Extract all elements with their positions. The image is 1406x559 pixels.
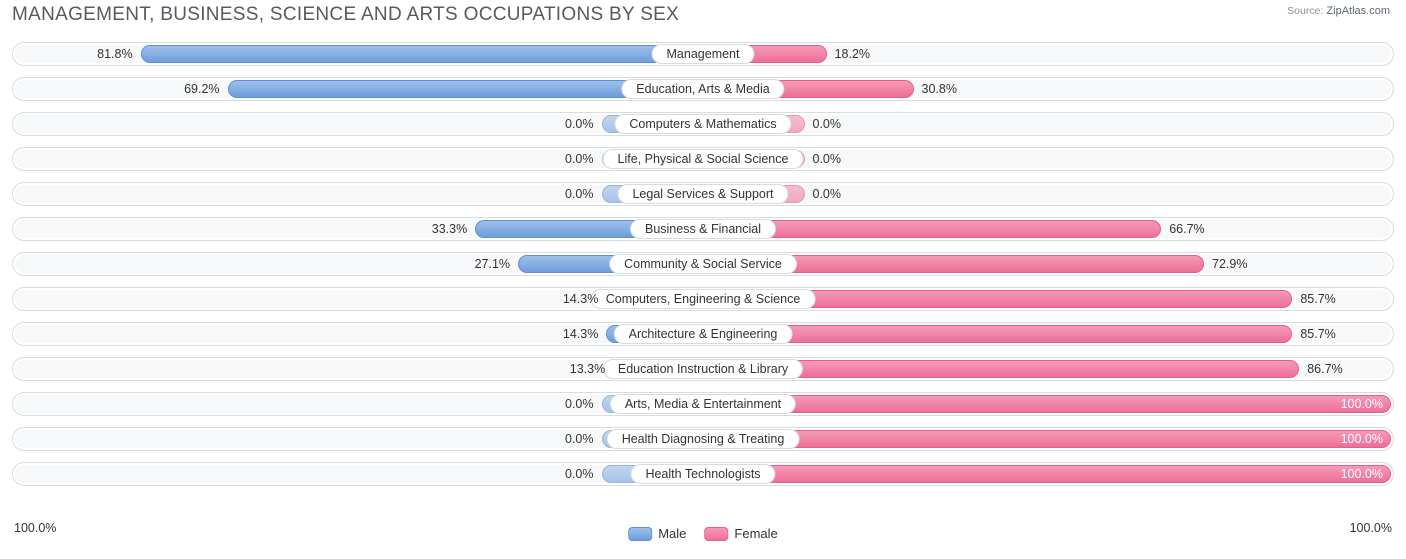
source-label: Source:	[1287, 5, 1323, 17]
axis-left-label: 100.0%	[14, 521, 56, 535]
category-label: Education, Arts & Media	[621, 79, 784, 99]
value-female: 85.7%	[1300, 327, 1335, 341]
value-male: 14.3%	[563, 292, 598, 306]
axis-right-label: 100.0%	[1350, 521, 1392, 535]
value-female: 66.7%	[1169, 222, 1204, 236]
value-male: 0.0%	[565, 432, 594, 446]
value-female: 18.2%	[835, 47, 870, 61]
chart-row: Education Instruction & Library13.3% 86.7…	[12, 357, 1394, 381]
chart-row: Legal Services & Support 0.0% 0.0%	[12, 182, 1394, 206]
legend-swatch-male	[628, 527, 652, 541]
chart-source: Source: ZipAtlas.com	[1287, 4, 1390, 19]
value-female: 0.0%	[813, 187, 842, 201]
chart-row: Management 81.8% 18.2%	[12, 42, 1394, 66]
chart-title: MANAGEMENT, BUSINESS, SCIENCE AND ARTS O…	[12, 4, 679, 26]
category-label: Computers & Mathematics	[614, 114, 791, 134]
bar-male	[141, 45, 703, 63]
bar-female	[703, 430, 1391, 448]
legend-item-female: Female	[704, 526, 777, 541]
category-label: Business & Financial	[630, 219, 776, 239]
legend-swatch-female	[704, 527, 728, 541]
chart-row: Health Diagnosing & Treating 0.0% 100.0%	[12, 427, 1394, 451]
legend-item-male: Male	[628, 526, 686, 541]
category-label: Computers, Engineering & Science	[591, 289, 816, 309]
value-female: 0.0%	[813, 117, 842, 131]
chart-header: MANAGEMENT, BUSINESS, SCIENCE AND ARTS O…	[0, 0, 1406, 26]
chart-row: Business & Financial 33.3% 66.7%	[12, 217, 1394, 241]
category-label: Education Instruction & Library	[603, 359, 803, 379]
chart-row: Arts, Media & Entertainment 0.0% 100.0%	[12, 392, 1394, 416]
legend-label-female: Female	[734, 526, 777, 541]
value-male: 81.8%	[97, 47, 132, 61]
legend-label-male: Male	[658, 526, 686, 541]
category-label: Community & Social Service	[609, 254, 797, 274]
value-male: 0.0%	[565, 467, 594, 481]
value-female: 86.7%	[1307, 362, 1342, 376]
value-female: 100.0%	[1341, 432, 1383, 446]
bar-female	[703, 395, 1391, 413]
category-label: Architecture & Engineering	[614, 324, 793, 344]
category-label: Management	[652, 44, 755, 64]
category-label: Health Diagnosing & Treating	[607, 429, 800, 449]
value-female: 100.0%	[1341, 467, 1383, 481]
chart-row: Health Technologists 0.0% 100.0%	[12, 462, 1394, 486]
value-female: 30.8%	[922, 82, 957, 96]
value-male: 14.3%	[563, 327, 598, 341]
value-male: 0.0%	[565, 117, 594, 131]
value-female: 0.0%	[813, 152, 842, 166]
chart-area: Management 81.8% 18.2% Education, Arts & Me…	[12, 42, 1394, 517]
chart-row: Life, Physical & Social Science 0.0% 0.0%	[12, 147, 1394, 171]
value-male: 0.0%	[565, 397, 594, 411]
chart-row: Community & Social Service 27.1% 72.9%	[12, 252, 1394, 276]
legend: Male Female	[628, 526, 778, 541]
chart-row: Computers, Engineering & Science14.3% 85.…	[12, 287, 1394, 311]
category-label: Legal Services & Support	[617, 184, 788, 204]
chart-row: Architecture & Engineering 14.3% 85.7%	[12, 322, 1394, 346]
chart-row: Education, Arts & Media 69.2% 30.8%	[12, 77, 1394, 101]
chart-row: Computers & Mathematics 0.0% 0.0%	[12, 112, 1394, 136]
value-female: 85.7%	[1300, 292, 1335, 306]
value-male: 0.0%	[565, 152, 594, 166]
value-female: 72.9%	[1212, 257, 1247, 271]
category-label: Health Technologists	[630, 464, 775, 484]
category-label: Arts, Media & Entertainment	[610, 394, 796, 414]
value-male: 33.3%	[432, 222, 467, 236]
value-male: 13.3%	[570, 362, 605, 376]
value-female: 100.0%	[1341, 397, 1383, 411]
value-male: 0.0%	[565, 187, 594, 201]
value-male: 27.1%	[475, 257, 510, 271]
bar-female	[703, 465, 1391, 483]
value-male: 69.2%	[184, 82, 219, 96]
category-label: Life, Physical & Social Science	[603, 149, 804, 169]
source-value: ZipAtlas.com	[1326, 5, 1390, 17]
